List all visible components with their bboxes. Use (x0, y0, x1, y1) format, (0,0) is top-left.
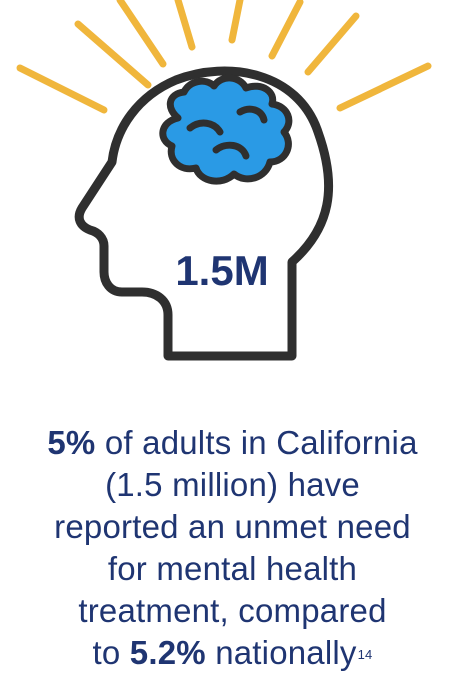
california-percentage: 5% (47, 424, 96, 461)
statement-line-1-text: of adults in California (95, 424, 418, 461)
statement-line-2: (1.5 million) have (105, 466, 360, 503)
statement-line-6-prefix: to (92, 634, 130, 671)
national-percentage: 5.2% (129, 634, 206, 671)
statement-line-6: to 5.2% nationally14 (0, 632, 465, 674)
statement-line-5: treatment, compared (78, 592, 387, 629)
statement-line-1: 5% of adults in California (0, 422, 465, 464)
head-brain-illustration: 1.5M (16, 0, 432, 361)
statement-line-3: reported an unmet need (54, 508, 411, 545)
brain-icon (159, 74, 293, 185)
light-rays-icon (16, 0, 432, 114)
footnote-reference: 14 (357, 647, 373, 662)
head-stat-value: 1.5M (175, 247, 268, 294)
head-outline-icon (74, 66, 334, 361)
statement-line-6-text: nationally (205, 634, 357, 671)
unmet-need-statement: 5% of adults in California (1.5 million)… (0, 422, 465, 674)
statement-line-4: for mental health (107, 550, 358, 587)
